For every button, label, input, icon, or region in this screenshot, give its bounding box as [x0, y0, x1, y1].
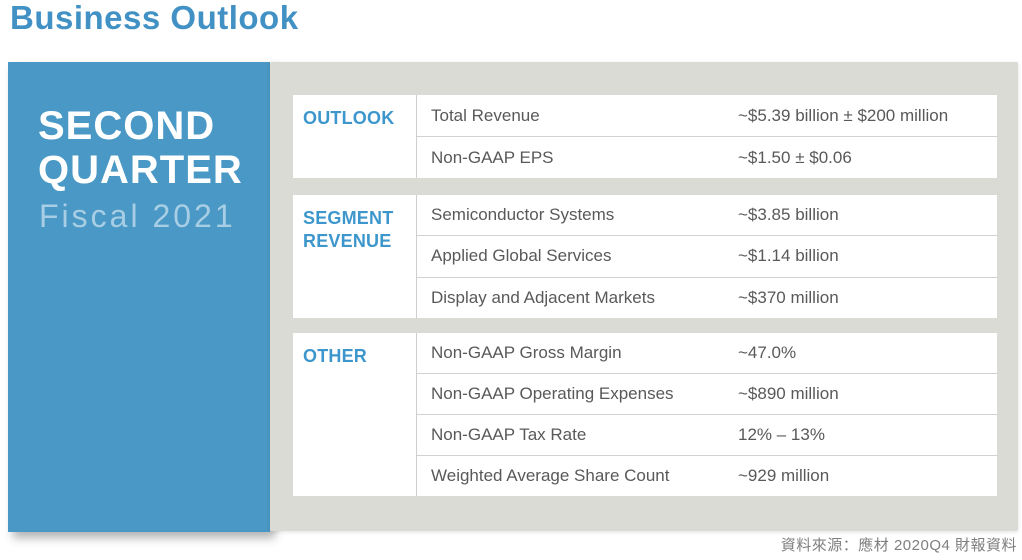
row-label: Weighted Average Share Count: [431, 466, 670, 485]
row-value: ~$370 million: [738, 287, 839, 307]
quarter-title-line1: SECOND: [38, 104, 216, 148]
row-value: ~929 million: [738, 466, 830, 485]
table-row: Weighted Average Share Count ~929 millio…: [417, 456, 997, 496]
source-note: 資料來源：應材 2020Q4 財報資料: [780, 537, 1017, 554]
row-value: ~$5.39 billion ± $200 million: [738, 105, 949, 125]
quarter-title: SECOND QUARTER: [38, 104, 243, 192]
section-label: OUTLOOK: [303, 108, 395, 128]
table-row: Semiconductor Systems ~$3.85 billion: [417, 195, 997, 237]
table-row: Non-GAAP Operating Expenses ~$890 millio…: [417, 374, 997, 415]
section-label: OTHER: [303, 346, 367, 366]
outlook-section: OUTLOOK Total Revenue ~$5.39 billion ± $…: [293, 95, 997, 178]
row-label: Semiconductor Systems: [431, 205, 615, 225]
row-value: ~$1.14 billion: [738, 246, 839, 266]
quarter-title-line2: QUARTER: [38, 148, 243, 192]
page-title: Business Outlook: [10, 0, 299, 36]
table-row: Total Revenue ~$5.39 billion ± $200 mill…: [417, 95, 997, 137]
table-row: Non-GAAP Gross Margin ~47.0%: [417, 333, 997, 374]
row-label: Total Revenue: [431, 105, 540, 125]
table-row: Non-GAAP Tax Rate 12% – 13%: [417, 415, 997, 456]
row-label: Non-GAAP Operating Expenses: [431, 384, 674, 403]
row-label: Applied Global Services: [431, 246, 612, 266]
section-rows: Non-GAAP Gross Margin ~47.0% Non-GAAP Op…: [416, 333, 997, 496]
row-label: Non-GAAP Tax Rate: [431, 425, 587, 444]
section-label: SEGMENT REVENUE: [303, 208, 394, 251]
table-row: Applied Global Services ~$1.14 billion: [417, 236, 997, 278]
row-label: Display and Adjacent Markets: [431, 287, 655, 307]
section-rows: Total Revenue ~$5.39 billion ± $200 mill…: [416, 95, 997, 178]
table-row: Display and Adjacent Markets ~$370 milli…: [417, 278, 997, 318]
table-row: Non-GAAP EPS ~$1.50 ± $0.06: [417, 137, 997, 178]
row-label: Non-GAAP EPS: [431, 147, 554, 167]
row-value: 12% – 13%: [738, 425, 825, 444]
row-value: ~47.0%: [738, 343, 797, 362]
row-value: ~$3.85 billion: [738, 205, 839, 225]
row-value: ~$1.50 ± $0.06: [738, 147, 852, 167]
section-rows: Semiconductor Systems ~$3.85 billion App…: [416, 195, 997, 318]
row-label: Non-GAAP Gross Margin: [431, 343, 622, 362]
quarter-subtitle: Fiscal 2021: [39, 198, 236, 234]
row-value: ~$890 million: [738, 384, 839, 403]
other-section: OTHER Non-GAAP Gross Margin ~47.0% Non-G…: [293, 333, 997, 496]
segment-revenue-section: SEGMENT REVENUE Semiconductor Systems ~$…: [293, 195, 997, 318]
quarter-panel: SECOND QUARTER Fiscal 2021: [8, 62, 270, 532]
